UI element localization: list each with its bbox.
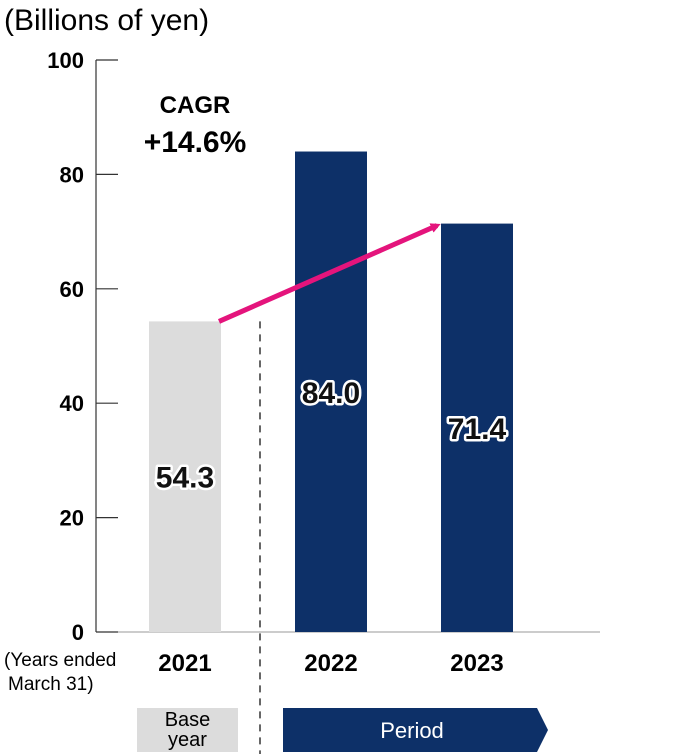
- base-year-box: [137, 708, 238, 752]
- years-ended-note-line1: (Years ended: [4, 650, 116, 671]
- bar-2021: [149, 321, 221, 632]
- base-year-label-line2: year: [168, 729, 207, 751]
- x-category-label: 2022: [304, 650, 357, 677]
- y-tick-label: 100: [47, 48, 84, 73]
- category-labels: 2021 2022 2023: [158, 650, 503, 677]
- data-label-2023: 71.4: [448, 413, 507, 446]
- period-box: [283, 708, 548, 752]
- years-ended-note-line2: March 31): [8, 674, 94, 695]
- x-category-label: 2021: [158, 650, 211, 677]
- bar-2023: [441, 223, 513, 633]
- y-tick-label: 80: [60, 162, 84, 187]
- period-label: Period: [380, 718, 444, 743]
- base-year-label-line1: Base: [165, 709, 211, 731]
- y-tick-label: 20: [60, 506, 84, 531]
- x-category-label: 2023: [450, 650, 503, 677]
- y-tick-label: 0: [72, 620, 84, 645]
- cagr-label: CAGR: [160, 92, 231, 119]
- unit-label: (Billions of yen): [4, 4, 209, 37]
- bar-2022: [295, 151, 367, 632]
- y-tick-label: 40: [60, 391, 84, 416]
- y-tick-label: 60: [60, 277, 84, 302]
- bars-group: 54.3 84.0 71.4: [149, 151, 513, 633]
- data-label-2021: 54.3: [156, 462, 214, 495]
- cagr-value: +14.6%: [144, 126, 247, 159]
- data-label-2022: 84.0: [302, 377, 360, 410]
- growth-arrow: [217, 223, 441, 324]
